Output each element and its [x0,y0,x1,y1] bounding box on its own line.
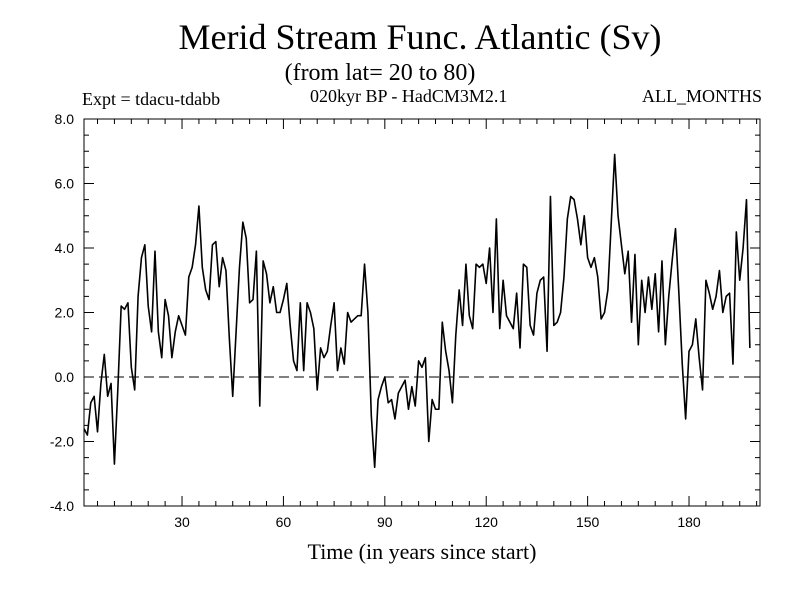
y-tick-label: 6.0 [55,176,75,192]
chart-title: Merid Stream Func. Atlantic (Sv) [178,17,662,57]
y-tick-label: 0.0 [55,369,75,385]
x-tick-label: 90 [377,514,393,530]
chart-subtitle: (from lat= 20 to 80) [284,60,476,86]
x-tick-label: 120 [475,514,499,530]
plot-frame [83,118,761,507]
y-tick-label: 2.0 [55,305,75,321]
x-tick-label: 60 [276,514,292,530]
x-axis-label: Time (in years since start) [307,539,537,564]
series-line [83,153,751,469]
y-tick-label: -4.0 [50,498,74,514]
model-label: 020kyr BP - HadCM3M2.1 [310,86,508,106]
period-label: ALL_MONTHS [642,86,762,106]
x-tick-label: 180 [677,514,701,530]
y-tick-label: -2.0 [50,434,74,450]
x-tick-label: 30 [174,514,190,530]
y-tick-label: 4.0 [55,240,75,256]
experiment-label: Expt = tdacu-tdabb [82,89,221,109]
y-tick-label: 8.0 [55,111,75,127]
x-tick-label: 150 [576,514,600,530]
